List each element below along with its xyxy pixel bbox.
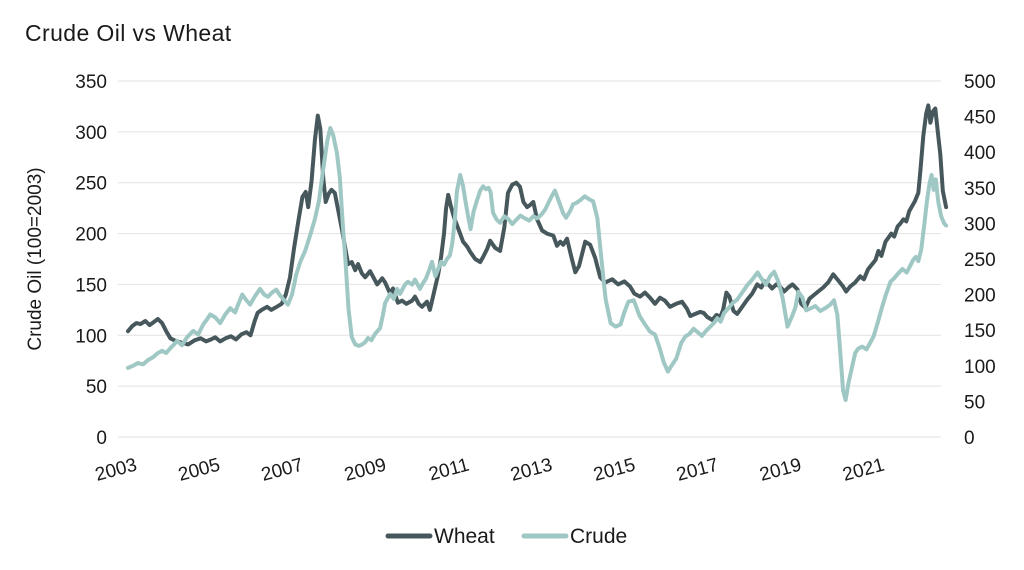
x-tick-label: 2019 [758,455,804,486]
y-tick-label-left: 100 [75,326,107,347]
x-tick-label: 2005 [176,455,222,486]
wheat-legend-label: Wheat [434,525,495,548]
x-tick-label: 2015 [591,455,637,486]
y-tick-label-right: 100 [964,357,996,378]
gridlines [118,80,941,438]
x-axis-ticks: 2003 2005 2007 2009 2011 2013 2015 2017 2019 2021 [93,455,887,486]
y-tick-label-left: 200 [75,225,107,246]
y-tick-label-right: 200 [964,286,996,307]
y-tick-label-right: 350 [964,179,996,200]
y-tick-label-right: 250 [964,250,996,271]
y-tick-label-right: 400 [964,143,996,164]
x-tick-label: 2007 [259,455,305,486]
y-tick-label-left: 350 [75,72,107,93]
y-axis-ticks-left: 0 50 100 150 200 250 300 350 [75,72,107,449]
legend: Wheat Crude [385,525,627,548]
y-axis-ticks-right: 0 50 100 150 200 250 300 350 400 450 500 [964,72,996,449]
crude-line [126,126,949,402]
y-tick-label-left: 0 [96,428,107,449]
series-lines [126,103,949,402]
x-tick-label: 2009 [342,455,388,486]
chart-title: Crude Oil vs Wheat [25,20,232,46]
x-tick-label: 2013 [508,455,554,486]
y-tick-label-right: 50 [964,392,985,413]
y-tick-label-right: 450 [964,108,996,129]
x-tick-label: 2021 [841,455,887,486]
x-tick-label: 2017 [674,455,720,486]
y-tick-label-left: 50 [86,377,107,398]
x-tick-label: 2011 [427,455,472,486]
y-tick-label-left: 300 [75,123,107,144]
y-tick-label-right: 150 [964,321,996,342]
y-tick-label-right: 500 [964,72,996,93]
crude-legend-label: Crude [570,525,627,548]
y-tick-label-right: 0 [964,428,975,449]
x-tick-label: 2003 [93,455,139,486]
y-tick-label-left: 250 [75,174,107,195]
y-tick-label-left: 150 [75,275,107,296]
y-axis-label-left: Crude Oil (100=2003) [25,167,46,350]
y-tick-label-right: 300 [964,214,996,235]
